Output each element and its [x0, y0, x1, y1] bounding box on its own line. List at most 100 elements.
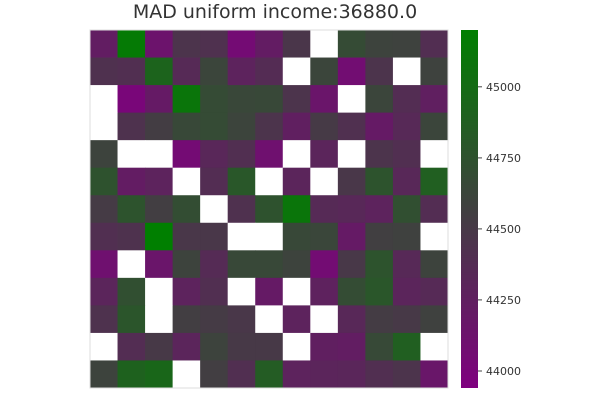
- heatmap-cell-r9-c2: [145, 277, 174, 306]
- heatmap-cell-r4-c6: [255, 140, 284, 169]
- heatmap-cell-r5-c0: [90, 167, 118, 196]
- heatmap-cell-r10-c0: [90, 305, 118, 334]
- heatmap-cell-r7-c11: [392, 222, 421, 251]
- heatmap-cell-r8-c0: [90, 250, 118, 279]
- heatmap-cell-r8-c4: [200, 250, 229, 279]
- heatmap-cell-r7-c0: [90, 222, 118, 251]
- heatmap-cell-r11-c12: [420, 332, 449, 361]
- heatmap-cell-r2-c0: [90, 85, 118, 114]
- heatmap-cell-r4-c0: [90, 140, 118, 169]
- heatmap-cell-r6-c12: [420, 195, 449, 224]
- heatmap-cell-r12-c2: [145, 360, 174, 389]
- heatmap-cell-r8-c7: [282, 250, 311, 279]
- heatmap-cell-r8-c11: [392, 250, 421, 279]
- heatmap-cells: [90, 30, 449, 389]
- heatmap-cell-r10-c5: [227, 305, 256, 334]
- chart-title: MAD uniform income:36880.0: [133, 1, 417, 23]
- heatmap-cell-r8-c9: [337, 250, 366, 279]
- heatmap-cell-r2-c4: [200, 85, 229, 114]
- heatmap-cell-r8-c2: [145, 250, 174, 279]
- heatmap-cell-r5-c4: [200, 167, 229, 196]
- heatmap-cell-r5-c2: [145, 167, 174, 196]
- heatmap-cell-r11-c3: [172, 332, 201, 361]
- heatmap-cell-r8-c3: [172, 250, 201, 279]
- heatmap-cell-r11-c8: [310, 332, 339, 361]
- heatmap-cell-r7-c1: [117, 222, 146, 251]
- heatmap-cell-r3-c8: [310, 112, 339, 141]
- heatmap-cell-r2-c9: [337, 85, 366, 114]
- heatmap-cell-r7-c7: [282, 222, 311, 251]
- heatmap-cell-r10-c10: [365, 305, 394, 334]
- heatmap-cell-r6-c11: [392, 195, 421, 224]
- heatmap-cell-r3-c11: [392, 112, 421, 141]
- heatmap-cell-r0-c2: [145, 30, 174, 58]
- heatmap-cell-r12-c12: [420, 360, 449, 389]
- colorbar-tick-label: 44500: [486, 223, 521, 236]
- heatmap-cell-r8-c1: [117, 250, 146, 279]
- heatmap-cell-r2-c12: [420, 85, 449, 114]
- heatmap-cell-r9-c4: [200, 277, 229, 306]
- heatmap-cell-r11-c1: [117, 332, 146, 361]
- colorbar: [461, 30, 478, 388]
- colorbar-tick-label: 44250: [486, 294, 521, 307]
- heatmap-cell-r4-c9: [337, 140, 366, 169]
- heatmap-cell-r11-c4: [200, 332, 229, 361]
- heatmap-cell-r12-c7: [282, 360, 311, 389]
- heatmap-cell-r1-c5: [227, 57, 256, 86]
- heatmap-cell-r7-c8: [310, 222, 339, 251]
- heatmap-cell-r2-c3: [172, 85, 201, 114]
- heatmap-cell-r5-c3: [172, 167, 201, 196]
- heatmap-cell-r3-c4: [200, 112, 229, 141]
- heatmap-cell-r8-c12: [420, 250, 449, 279]
- heatmap-cell-r4-c3: [172, 140, 201, 169]
- heatmap-cell-r12-c10: [365, 360, 394, 389]
- heatmap-cell-r11-c6: [255, 332, 284, 361]
- heatmap-cell-r1-c6: [255, 57, 284, 86]
- heatmap-cell-r1-c12: [420, 57, 449, 86]
- heatmap-cell-r0-c5: [227, 30, 256, 58]
- heatmap-cell-r5-c1: [117, 167, 146, 196]
- heatmap-cell-r3-c7: [282, 112, 311, 141]
- heatmap-cell-r7-c6: [255, 222, 284, 251]
- heatmap-cell-r5-c11: [392, 167, 421, 196]
- heatmap-cell-r6-c8: [310, 195, 339, 224]
- heatmap-cell-r9-c8: [310, 277, 339, 306]
- heatmap-cell-r10-c4: [200, 305, 229, 334]
- heatmap-cell-r11-c7: [282, 332, 311, 361]
- heatmap-cell-r1-c9: [337, 57, 366, 86]
- heatmap-cell-r0-c9: [337, 30, 366, 58]
- heatmap-cell-r12-c3: [172, 360, 201, 389]
- heatmap-cell-r10-c11: [392, 305, 421, 334]
- heatmap-cell-r9-c6: [255, 277, 284, 306]
- heatmap-cell-r3-c5: [227, 112, 256, 141]
- heatmap-cell-r10-c12: [420, 305, 449, 334]
- heatmap-cell-r12-c1: [117, 360, 146, 389]
- heatmap-cell-r10-c6: [255, 305, 284, 334]
- heatmap-cell-r4-c2: [145, 140, 174, 169]
- heatmap-cell-r4-c8: [310, 140, 339, 169]
- heatmap-cell-r1-c3: [172, 57, 201, 86]
- heatmap-cell-r5-c7: [282, 167, 311, 196]
- heatmap-cell-r0-c3: [172, 30, 201, 58]
- heatmap-cell-r8-c6: [255, 250, 284, 279]
- heatmap-cell-r6-c6: [255, 195, 284, 224]
- heatmap-cell-r9-c5: [227, 277, 256, 306]
- heatmap-cell-r9-c1: [117, 277, 146, 306]
- heatmap-cell-r9-c10: [365, 277, 394, 306]
- heatmap-cell-r4-c10: [365, 140, 394, 169]
- heatmap-cell-r0-c11: [392, 30, 421, 58]
- heatmap-cell-r3-c3: [172, 112, 201, 141]
- heatmap-cell-r4-c1: [117, 140, 146, 169]
- heatmap-cell-r11-c9: [337, 332, 366, 361]
- heatmap-cell-r9-c11: [392, 277, 421, 306]
- heatmap-cell-r4-c5: [227, 140, 256, 169]
- heatmap-cell-r0-c7: [282, 30, 311, 58]
- heatmap-cell-r6-c5: [227, 195, 256, 224]
- heatmap-cell-r2-c2: [145, 85, 174, 114]
- heatmap-cell-r1-c1: [117, 57, 146, 86]
- heatmap-cell-r4-c11: [392, 140, 421, 169]
- heatmap-cell-r3-c1: [117, 112, 146, 141]
- heatmap-cell-r1-c10: [365, 57, 394, 86]
- heatmap-cell-r6-c0: [90, 195, 118, 224]
- heatmap-cell-r11-c11: [392, 332, 421, 361]
